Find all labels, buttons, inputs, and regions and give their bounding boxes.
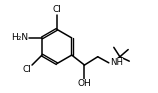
Text: Cl: Cl [23, 65, 31, 74]
Text: OH: OH [78, 79, 91, 88]
Text: Cl: Cl [52, 5, 61, 14]
Text: H₂N: H₂N [11, 33, 28, 42]
Text: NH: NH [110, 58, 123, 67]
